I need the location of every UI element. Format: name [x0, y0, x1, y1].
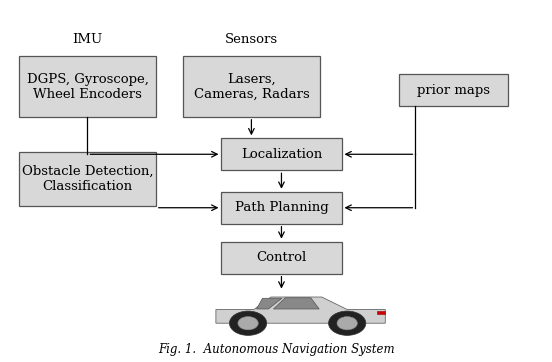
Text: Localization: Localization — [241, 148, 322, 161]
Circle shape — [238, 317, 258, 330]
Polygon shape — [216, 297, 385, 323]
Text: Sensors: Sensors — [225, 33, 278, 46]
Text: DGPS, Gyroscope,
Wheel Encoders: DGPS, Gyroscope, Wheel Encoders — [26, 72, 148, 101]
Text: IMU: IMU — [72, 33, 103, 46]
FancyBboxPatch shape — [19, 56, 156, 117]
FancyBboxPatch shape — [221, 192, 342, 224]
Polygon shape — [257, 298, 282, 309]
Circle shape — [230, 311, 267, 335]
FancyBboxPatch shape — [221, 241, 342, 274]
FancyBboxPatch shape — [19, 152, 156, 206]
Text: Fig. 1.  Autonomous Navigation System: Fig. 1. Autonomous Navigation System — [158, 343, 394, 355]
FancyBboxPatch shape — [183, 56, 320, 117]
Polygon shape — [273, 298, 319, 309]
Text: Path Planning: Path Planning — [235, 201, 328, 214]
Text: Lasers,
Cameras, Radars: Lasers, Cameras, Radars — [194, 72, 309, 101]
Circle shape — [337, 317, 357, 330]
FancyBboxPatch shape — [399, 74, 508, 106]
Text: prior maps: prior maps — [417, 84, 490, 97]
Text: Control: Control — [256, 251, 306, 264]
FancyBboxPatch shape — [221, 138, 342, 170]
Polygon shape — [377, 311, 385, 315]
Circle shape — [328, 311, 366, 335]
Text: Obstacle Detection,
Classification: Obstacle Detection, Classification — [22, 165, 153, 193]
